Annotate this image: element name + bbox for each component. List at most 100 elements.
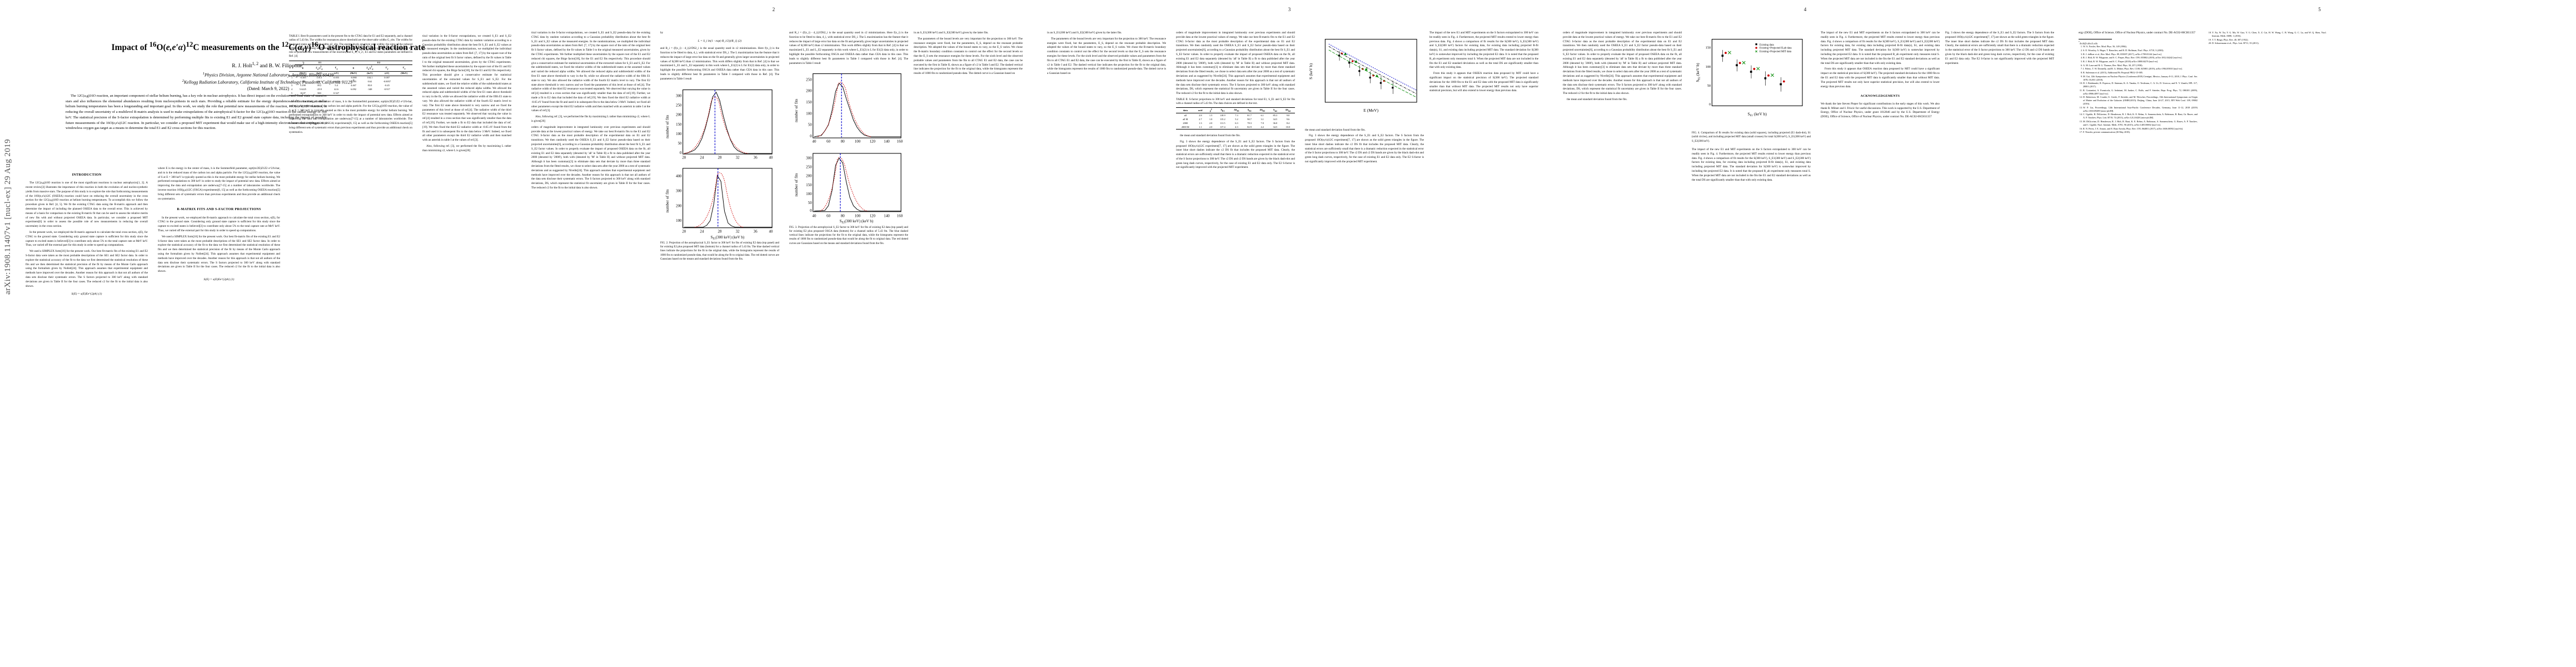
table-cell: 2.8: [1199, 113, 1202, 117]
paragraph: In the present work, we employed the R-m…: [26, 231, 148, 247]
reference-item[interactable]: D. I. Balabanski, R. Popescu, D. Stutman…: [2083, 82, 2198, 88]
p2-column-4: in an S_E1(300 keV) and S_E2(300 keV) gi…: [914, 31, 1023, 78]
svg-text:SE2 (keV b): SE2 (keV b): [1695, 63, 1701, 82]
table-2-head-cell: SE1: [1215, 107, 1230, 114]
table-cell: 1.3: [1199, 121, 1202, 125]
paragraph: where E is the energy in the center of m…: [158, 167, 280, 201]
paragraph: and R_i = (f(x_i) - d_i)2/DS2_i is the u…: [789, 31, 908, 65]
table-cell: [345, 91, 362, 96]
reference-item[interactable]: Y. Xu, W. Xu, Y. G. Ma, W. Guo, Y. G. Ch…: [2212, 31, 2326, 38]
figure-4-legend: Existing data Existing+Projected ILab da…: [1753, 41, 1801, 55]
equation-lead: by: [660, 31, 664, 34]
table-row: all 2.8 1.5 118.9 7.3 81.7 6.1 85.3 9.0: [1176, 113, 1295, 117]
table-cell: -29.9: [316, 87, 322, 91]
svg-text:32: 32: [736, 155, 740, 160]
table-cell: 34.5: [1273, 117, 1278, 121]
table-2-head-cell: Stot: [1269, 107, 1282, 114]
reference-list-right-ol: Y. Xu, W. Xu, Y. G. Ma, W. Guo, Y. G. Ch…: [2208, 31, 2326, 45]
paragraph: The impact of the new E1 and MIT experim…: [1429, 31, 1538, 69]
table-cell: 4.3: [1229, 125, 1244, 130]
reference-item[interactable]: R. J. deBoer et al., Rev. Mod. Phys. 89,…: [2083, 53, 2198, 56]
figure-3-plot: number of fits 250 200 150 100 50 0 40 6…: [789, 69, 908, 224]
table-2-head-cell: data: [1176, 107, 1195, 114]
table-1-caption: TABLE I. Best fit parameters used in the…: [289, 35, 412, 58]
table-2-grid: data m/d χ2 SE1 ΔSE1 SE2 ΔSE2 Stot ΔStot…: [1176, 107, 1295, 130]
reference-item[interactable]: W. P. Liu, Proceedings, 12th Internation…: [2083, 106, 2198, 113]
paragraph: and R_i = (f(x_i) - d_i)2/DS2_i is the u…: [660, 47, 779, 81]
figure-4-svg: SE2 (keV b) SE1 (keV b) 150 100 50 0 Exi…: [1695, 39, 1803, 117]
table-row: 2000 1.3 2.0 111.5 6.3 78.3 7.0 36.0 8.4: [1176, 121, 1295, 125]
p1-column-3: TABLE I. Best fit parameters used in the…: [289, 34, 412, 137]
fig3-top-panel: number of fits 250 200 150 100 50 0 40 6…: [794, 73, 903, 144]
svg-text:100: 100: [676, 218, 682, 223]
table-cell: 104.1: [367, 76, 373, 79]
table-cell: 78.3: [1247, 121, 1252, 125]
reference-item[interactable]: M. DiGiovine, D. Henderson, R. J. Holt, …: [2083, 120, 2198, 127]
table-2-head-cell: ΔStot: [1281, 107, 1295, 114]
reference-item[interactable]: T. T. Bingo, Phys. Rev. 40, 387 (1932).: [2212, 38, 2326, 42]
paragraph: orders of magnitude improvement in integ…: [531, 125, 650, 190]
svg-text:32: 32: [736, 229, 740, 233]
table-1-unit-cell: (MeV): [345, 71, 362, 76]
reference-item[interactable]: R. Costantini, A. Formicola, G. Imbriani…: [2083, 89, 2198, 96]
reference-item[interactable]: F. Neusler, private communication (30 Ma…: [2083, 131, 2198, 134]
table-cell: 6.1: [1260, 113, 1264, 117]
paragraph: Fig. 3 shows the energy dependence of th…: [1945, 31, 2054, 65]
table-cell: 1.0: [1209, 117, 1213, 121]
paragraph: Also, following ref. [3], we performed t…: [422, 144, 511, 152]
table-1-body: 1 -0.305 118.3 0.055 -0.080 104.1 0.007 2 2.416 3…: [289, 76, 412, 96]
table-cell: 85.3: [1273, 113, 1278, 117]
svg-text:50: 50: [678, 141, 682, 146]
p3-column-4: The impact of the new E1 and MIT experim…: [1429, 31, 1538, 95]
table-cell: 0.62: [367, 80, 372, 83]
reference-item[interactable]: R. J. Holt, B. W. Filippone, and S. C. P…: [2083, 60, 2198, 63]
date-line: (Dated: March 9, 2022): [247, 86, 290, 92]
p1-column-2: where E is the energy in the center of m…: [158, 167, 280, 285]
svg-text:250: 250: [806, 165, 812, 170]
p2-column-1: tical variation in the S-factor extrapol…: [531, 31, 650, 192]
reference-item[interactable]: D. Schuermann et al., Phys. Lett. B711, …: [2212, 42, 2326, 45]
svg-text:20: 20: [682, 155, 686, 160]
reference-item[interactable]: M. Gai, 12th Symposium on Nuclear Physic…: [2083, 75, 2198, 82]
table-cell: 3.1: [1260, 117, 1264, 121]
svg-text:50: 50: [808, 123, 812, 127]
section-heading-acknowledgements: ACKNOWLEDGEMENTS: [1860, 94, 1900, 98]
figure-2-svg: number of fits 300 250 200 150 100 50 0 …: [665, 89, 773, 240]
table-cell: 39.2: [317, 84, 322, 87]
figure-3-svg: number of fits 250 200 150 100 50 0 40 6…: [794, 73, 903, 224]
table-2-body: all 2.8 1.5 118.9 7.3 81.7 6.1 85.3 9.0 all M 2.7 1…: [1176, 113, 1295, 130]
paragraph: The impact of the new E1 and MIT experim…: [1821, 31, 1940, 65]
svg-text:0: 0: [680, 151, 682, 155]
table-cell: 2.0: [1206, 125, 1216, 130]
svg-text:150: 150: [676, 122, 682, 126]
table-cell: 42.6: [334, 87, 338, 91]
paragraph: the mean and standard deviation found fr…: [1567, 97, 1627, 101]
table-cell: 4.2: [1255, 125, 1269, 130]
affiliation-2: 2Kellogg Radiation Laboratory, Californi…: [182, 78, 355, 85]
svg-text:60: 60: [826, 214, 830, 218]
table-1-group-E1: E1: [295, 60, 346, 66]
paragraph: Fig. 3 shows the energy dependence of th…: [1176, 140, 1295, 170]
svg-text:150: 150: [1706, 46, 1711, 50]
table-cell: 5: [289, 91, 295, 96]
reference-item[interactable]: D. Robertson, M. Couder, U. Greife, F. S…: [2083, 96, 2198, 106]
svg-text:24: 24: [700, 229, 704, 233]
svg-text:40: 40: [769, 229, 773, 233]
paragraph: The impact of the new E1 and MIT experim…: [1692, 147, 1811, 182]
reference-item[interactable]: R. J. Holt, B. W. Filippone, and S. C. P…: [2083, 56, 2198, 59]
figure-3-caption: FIG. 3. Projection of the astrophysical …: [789, 226, 908, 245]
table-cell: 5.298: [300, 84, 306, 87]
reference-item[interactable]: R. N. Perez, J. E. Amaro, and E. Ruiz Ar…: [2083, 127, 2198, 131]
legend-label-existing: Existing data: [1760, 44, 1775, 47]
reference-item[interactable]: S. E. Woosley, A. Heger, T. Rauscher, an…: [2083, 49, 2198, 52]
reference-item[interactable]: A. M. Laue and R. G. Thomas, Rev. Mod. P…: [2083, 64, 2198, 67]
svg-text:140: 140: [884, 140, 890, 144]
reference-item[interactable]: R. Suleiman et al. (2015), Additional Fi…: [2083, 71, 2198, 74]
reference-item[interactable]: C. Ugalde, B. DiGiovine, D. Henderson, R…: [2083, 113, 2198, 120]
p1-column-4: tical variation in the S-factor extrapol…: [422, 34, 511, 155]
table-cell: [396, 91, 412, 96]
svg-text:300: 300: [676, 188, 682, 193]
reference-item[interactable]: W. A. Fowler, Rev. Mod. Phys. 56, 149 (1…: [2083, 45, 2198, 48]
reference-item[interactable]: I. Frletic, T. W. Donnelly, and R. G. Mi…: [2083, 67, 2198, 71]
